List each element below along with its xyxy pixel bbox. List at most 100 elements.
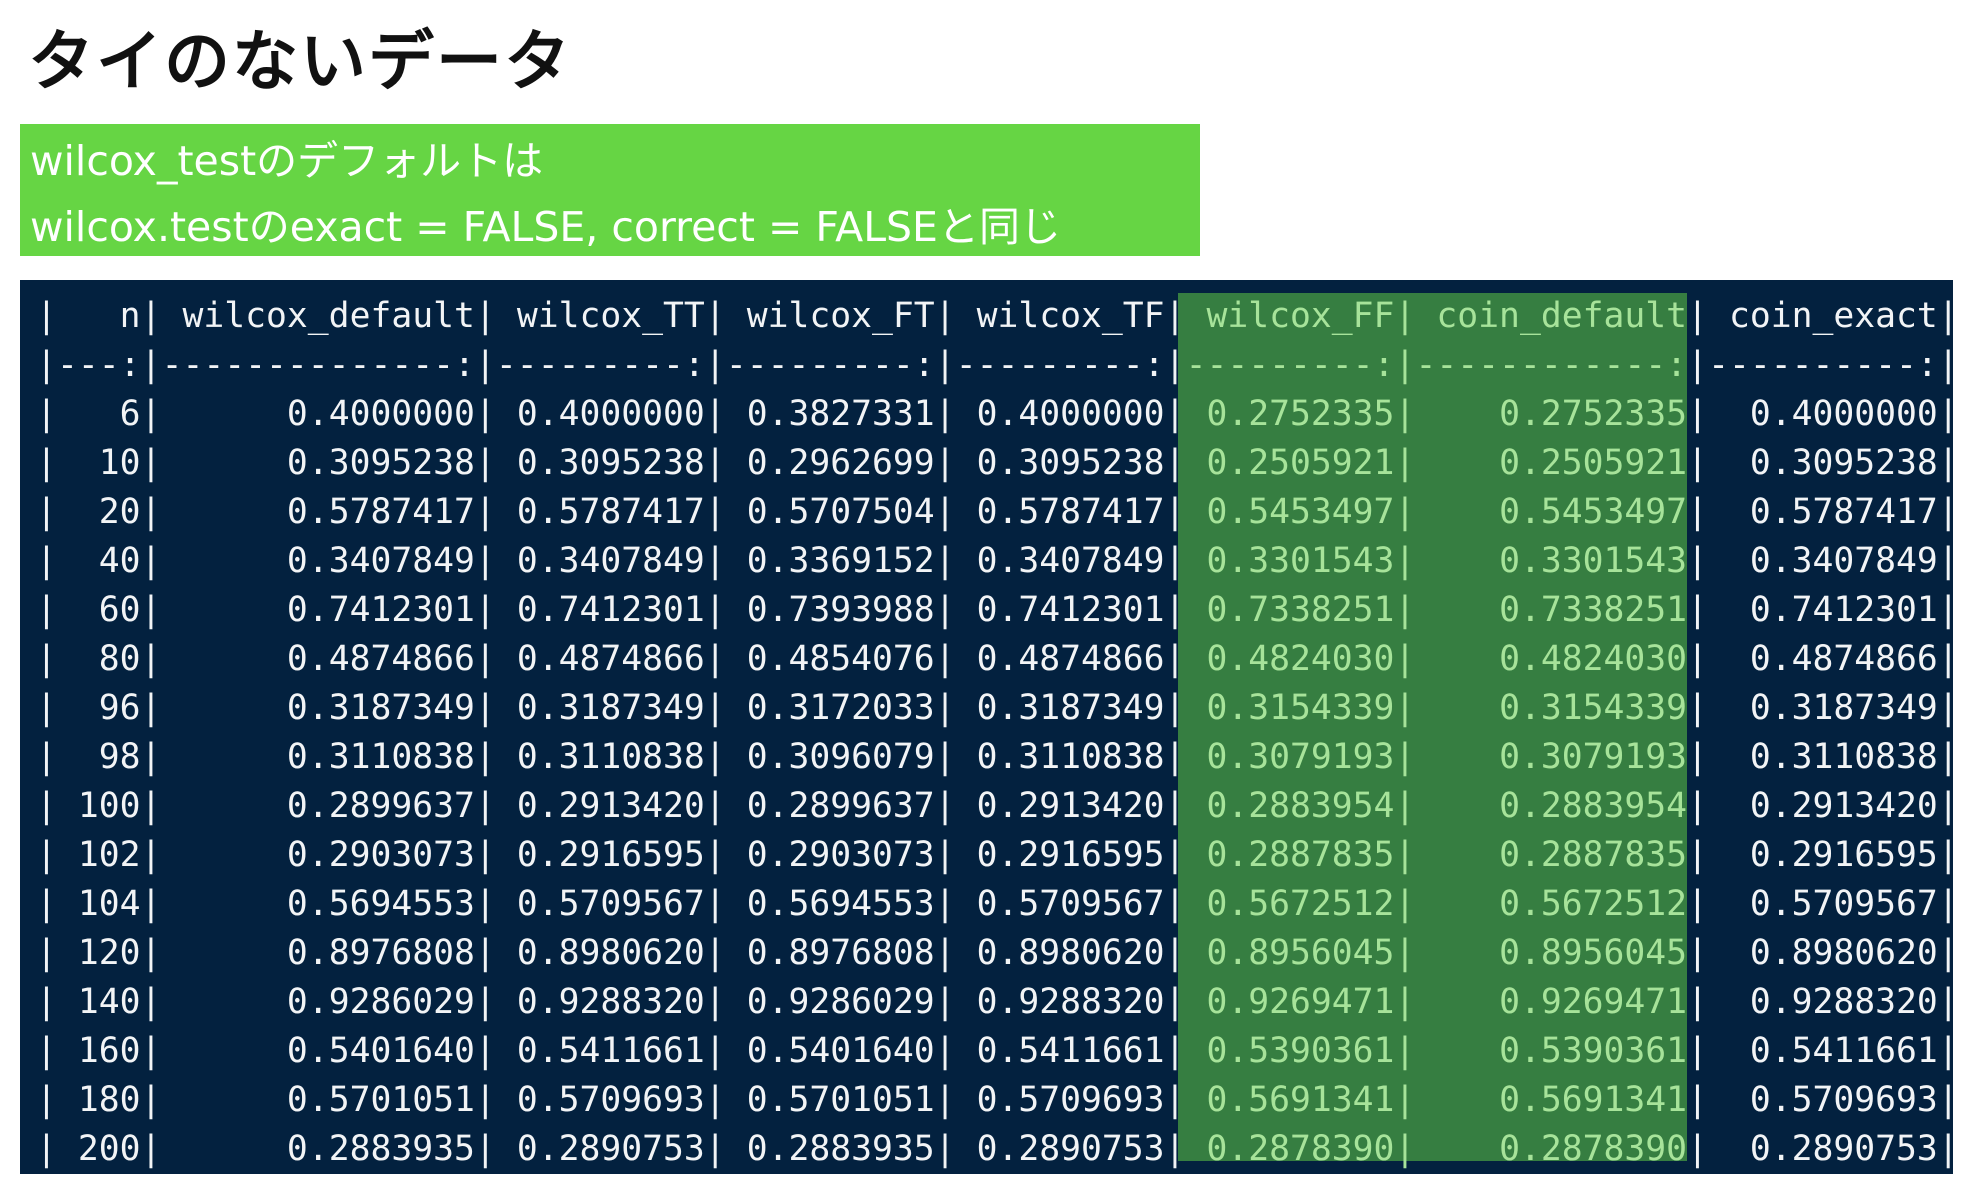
pipe: | [1394,933,1416,973]
cell-coin-default: 0.5672512 [1499,884,1688,924]
pipe: | [36,688,57,728]
cell-wilcox-FF: 0.2752335 [1206,394,1395,434]
table-row: | 120| 0.8976808| 0.8980620| 0.8976808| 0.898… [36,929,1959,978]
cell-wilcox-TF: 0.2913420 [976,786,1165,826]
pipe: | [1164,541,1186,581]
pipe: | [1687,786,1708,826]
pipe: | [1937,982,1959,1022]
pipe: | [1687,443,1708,483]
pipe: | [1937,541,1959,581]
cell-wilcox-TT: 0.5709693 [516,1080,705,1120]
cell-wilcox-FT: 0.2962699 [746,443,935,483]
cell-coin-exact: 0.3407849 [1749,541,1938,581]
cell-coin-exact: 0.3187349 [1749,688,1938,728]
cell-wilcox-TT: 0.3110838 [516,737,705,777]
pipe: | [474,394,496,434]
pipe: | [1937,884,1959,924]
cell-wilcox-TT: 0.4874866 [516,639,705,679]
pipe: | [36,541,57,581]
pipe: | [474,884,496,924]
cell-wilcox-default: 0.5694553 [286,884,475,924]
note-line-2: wilcox.testのexact = FALSE, correct = FAL… [30,203,1061,251]
pipe: | [474,345,496,385]
table-row: | 80| 0.4874866| 0.4874866| 0.4854076| 0.4874… [36,635,1959,684]
cell-coin-default: 0.3301543 [1499,541,1688,581]
pipe: | [934,982,956,1022]
cell-n: 20 [98,492,141,532]
pipe: | [1394,296,1416,336]
pipe: | [36,296,57,336]
cell-wilcox-default: 0.2903073 [286,835,475,875]
pipe: | [36,1031,57,1071]
cell-wilcox-TT: 0.5411661 [516,1031,705,1071]
table-row: | 140| 0.9286029| 0.9288320| 0.9286029| 0.928… [36,978,1959,1027]
pipe: | [474,688,496,728]
pipe: | [704,737,726,777]
cell-wilcox-TT: 0.8980620 [516,933,705,973]
table-row: | 100| 0.2899637| 0.2913420| 0.2899637| 0.291… [36,782,1959,831]
pipe: | [1394,835,1416,875]
cell-wilcox-default: 0.5401640 [286,1031,475,1071]
cell-wilcox-FT: 0.5707504 [746,492,935,532]
cell-wilcox-FT: 0.3172033 [746,688,935,728]
cell-wilcox-TF: 0.5709693 [976,1080,1165,1120]
pipe: | [1687,296,1708,336]
cell-wilcox-TT: 0.3187349 [516,688,705,728]
cell-wilcox-FF: wilcox_FF [1206,296,1395,336]
pipe: | [1394,688,1416,728]
pipe: | [934,786,956,826]
pipe: | [704,296,726,336]
pipe: | [1394,1031,1416,1071]
pipe: | [140,443,162,483]
pipe: | [1937,492,1959,532]
cell-coin-default: 0.8956045 [1499,933,1688,973]
pipe: | [1164,443,1186,483]
cell-wilcox-FT: wilcox_FT [746,296,935,336]
pipe: | [934,345,956,385]
pipe: | [1937,639,1959,679]
pipe: | [1394,737,1416,777]
cell-wilcox-FF: 0.5691341 [1206,1080,1395,1120]
pipe: | [36,1080,57,1120]
pipe: | [1937,933,1959,973]
pipe: | [1164,835,1186,875]
cell-wilcox-TF: 0.4000000 [976,394,1165,434]
cell-wilcox-TF: 0.3110838 [976,737,1165,777]
table-row: | 6| 0.4000000| 0.4000000| 0.3827331| 0.40000… [36,390,1959,439]
pipe: | [36,590,57,630]
cell-wilcox-TT: 0.5787417 [516,492,705,532]
pipe: | [1687,492,1708,532]
pipe: | [1937,296,1959,336]
pipe: | [1164,1129,1186,1169]
cell-wilcox-TF: 0.3187349 [976,688,1165,728]
cell-n: 6 [119,394,141,434]
cell-coin-default: 0.4824030 [1499,639,1688,679]
cell-coin-default: 0.5453497 [1499,492,1688,532]
pipe: | [1164,737,1186,777]
pipe: | [140,296,162,336]
pipe: | [36,492,57,532]
cell-wilcox-FF: 0.8956045 [1206,933,1395,973]
cell-coin-default: coin_default [1436,296,1688,336]
pipe: | [474,1080,496,1120]
cell-wilcox-FT: 0.9286029 [746,982,935,1022]
pipe: | [1687,1031,1708,1071]
pipe: | [934,835,956,875]
cell-coin-exact: 0.5411661 [1749,1031,1938,1071]
pipe: | [704,933,726,973]
table-separator: |---:|--------------:|---------:|-------… [36,341,1959,390]
cell-wilcox-FT: 0.2899637 [746,786,935,826]
pipe: | [1394,394,1416,434]
cell-wilcox-FT: 0.3096079 [746,737,935,777]
pipe: | [1164,492,1186,532]
pipe: | [934,933,956,973]
cell-wilcox-TF: 0.7412301 [976,590,1165,630]
pipe: | [140,639,162,679]
cell-wilcox-default: 0.2883935 [286,1129,475,1169]
cell-wilcox-TT: 0.4000000 [516,394,705,434]
pipe: | [1164,345,1186,385]
cell-wilcox-FT: 0.8976808 [746,933,935,973]
table-row: | 200| 0.2883935| 0.2890753| 0.2883935| 0.289… [36,1125,1959,1174]
pipe: | [474,1129,496,1169]
pipe: | [140,737,162,777]
